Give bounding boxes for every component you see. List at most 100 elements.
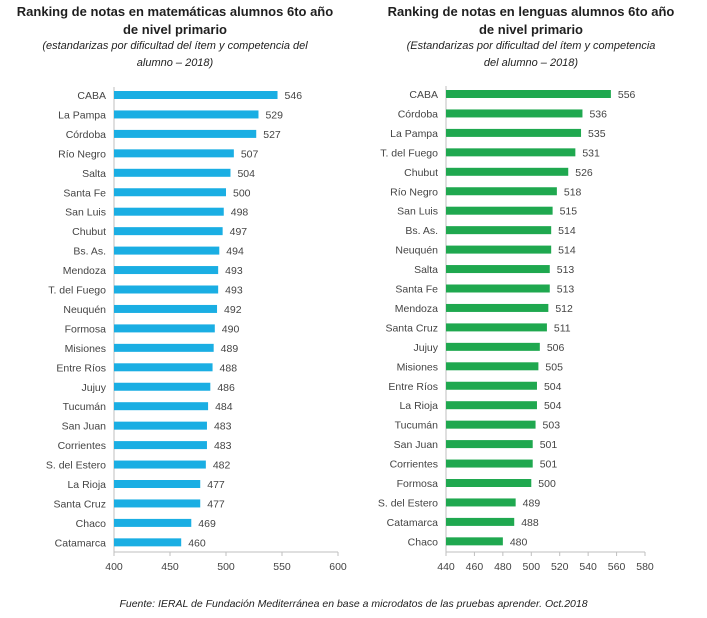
language-tick-label: 540 bbox=[579, 561, 597, 573]
language-category-label: Córdoba bbox=[398, 108, 438, 120]
math-bar bbox=[114, 343, 214, 352]
language-tick-label: 520 bbox=[551, 561, 569, 573]
language-bar bbox=[446, 479, 532, 487]
math-category-label: Santa Cruz bbox=[53, 498, 106, 510]
language-bar bbox=[446, 187, 557, 196]
math-value-label: 494 bbox=[226, 246, 244, 258]
math-tick-label: 550 bbox=[273, 561, 291, 573]
math-tick-label: 450 bbox=[161, 561, 179, 573]
language-category-label: Corrientes bbox=[390, 459, 438, 471]
math-bar bbox=[114, 91, 278, 99]
math-bar bbox=[114, 324, 215, 333]
math-chart-title-line-1: Ranking de notas en matemáticas alumnos … bbox=[16, 4, 334, 19]
math-tick-label: 400 bbox=[105, 561, 123, 573]
language-value-label: 489 bbox=[523, 497, 541, 509]
language-category-label: Río Negro bbox=[390, 186, 438, 198]
math-value-label: 492 bbox=[224, 304, 242, 316]
language-bar bbox=[446, 323, 547, 332]
math-category-label: Catamarca bbox=[55, 537, 107, 549]
language-category-label: Salta bbox=[414, 264, 438, 276]
math-category-label: Corrientes bbox=[58, 440, 106, 452]
math-category-label: Formosa bbox=[65, 323, 107, 335]
math-bar bbox=[114, 129, 257, 138]
language-value-label: 518 bbox=[564, 186, 582, 198]
language-bar bbox=[446, 284, 550, 293]
math-bar bbox=[114, 266, 219, 275]
math-value-label: 497 bbox=[230, 226, 248, 238]
math-bar bbox=[114, 460, 206, 469]
language-bar bbox=[446, 459, 533, 468]
language-chart-subtitle-line-2: del alumno – 2018) bbox=[483, 57, 579, 69]
language-chart-plot: CABA 556 Córdoba 536 La Pampa 535 T. del Fuego… bbox=[378, 86, 654, 573]
math-category-label: T. del Fuego bbox=[48, 285, 106, 297]
language-value-label: 504 bbox=[544, 381, 562, 393]
language-value-label: 514 bbox=[558, 245, 576, 257]
math-chart-subtitle-line-2: alumno – 2018) bbox=[136, 57, 214, 69]
math-category-label: Entre Ríos bbox=[56, 362, 106, 374]
math-bar bbox=[114, 538, 182, 547]
math-bar bbox=[114, 441, 207, 450]
math-value-label: 477 bbox=[207, 498, 225, 510]
language-bar bbox=[446, 381, 537, 390]
language-value-label: 513 bbox=[557, 264, 575, 276]
language-category-label: La Pampa bbox=[390, 128, 438, 140]
math-value-label: 486 bbox=[217, 382, 235, 394]
language-category-label: Misiones bbox=[397, 361, 438, 373]
language-bar bbox=[446, 498, 516, 507]
language-bar bbox=[446, 109, 583, 118]
language-value-label: 506 bbox=[547, 342, 565, 354]
language-value-label: 515 bbox=[560, 206, 578, 218]
language-value-label: 535 bbox=[588, 128, 606, 140]
language-chart-subtitle-line-1: (Estandarizas por dificultad del ítem y … bbox=[406, 40, 656, 52]
language-value-label: 526 bbox=[575, 167, 593, 179]
math-category-label: Córdoba bbox=[66, 129, 106, 141]
math-bar bbox=[114, 285, 219, 294]
math-bar bbox=[114, 227, 223, 236]
math-value-label: 546 bbox=[285, 90, 303, 102]
math-bar bbox=[114, 110, 259, 119]
language-category-label: La Rioja bbox=[399, 400, 438, 412]
language-value-label: 488 bbox=[521, 517, 539, 529]
language-category-label: Santa Cruz bbox=[385, 322, 438, 334]
math-category-label: Río Negro bbox=[58, 148, 106, 160]
math-bar bbox=[114, 382, 211, 391]
math-category-label: Santa Fe bbox=[63, 187, 106, 199]
math-value-label: 498 bbox=[231, 207, 249, 219]
math-bar bbox=[114, 518, 192, 527]
source-note: Fuente: IERAL de Fundación Mediterránea … bbox=[119, 598, 588, 610]
language-category-label: Mendoza bbox=[395, 303, 438, 315]
math-bar bbox=[114, 207, 224, 216]
language-bar bbox=[446, 206, 553, 215]
math-value-label: 484 bbox=[215, 401, 233, 413]
language-category-label: T. del Fuego bbox=[380, 147, 438, 159]
language-bar bbox=[446, 401, 537, 410]
math-tick-label: 600 bbox=[329, 561, 347, 573]
language-value-label: 480 bbox=[510, 536, 528, 548]
language-bar bbox=[446, 362, 539, 371]
math-category-label: Salta bbox=[82, 168, 106, 180]
language-value-label: 500 bbox=[538, 478, 556, 490]
math-value-label: 493 bbox=[225, 285, 243, 297]
math-category-label: Jujuy bbox=[81, 382, 106, 394]
math-value-label: 483 bbox=[214, 421, 232, 433]
language-category-label: S. del Estero bbox=[378, 497, 438, 509]
language-value-label: 556 bbox=[618, 89, 636, 101]
math-category-label: Bs. As. bbox=[73, 246, 106, 258]
language-value-label: 531 bbox=[582, 147, 600, 159]
math-category-label: Misiones bbox=[65, 343, 106, 355]
language-category-label: Formosa bbox=[397, 478, 439, 490]
math-category-label: San Luis bbox=[65, 207, 106, 219]
math-bar bbox=[114, 246, 220, 255]
language-bar bbox=[446, 440, 533, 449]
math-bar bbox=[114, 480, 201, 488]
language-bar bbox=[446, 90, 611, 98]
language-value-label: 513 bbox=[557, 284, 575, 296]
language-tick-label: 560 bbox=[608, 561, 626, 573]
math-value-label: 477 bbox=[207, 479, 225, 491]
language-category-label: CABA bbox=[409, 89, 438, 101]
math-category-label: Chubut bbox=[72, 226, 106, 238]
language-tick-label: 480 bbox=[494, 561, 512, 573]
math-chart-title-line-2: de nivel primario bbox=[122, 22, 228, 37]
math-category-label: S. del Estero bbox=[46, 460, 106, 472]
math-chart-subtitle-line-1: (estandarizas por dificultad del ítem y … bbox=[42, 40, 308, 52]
